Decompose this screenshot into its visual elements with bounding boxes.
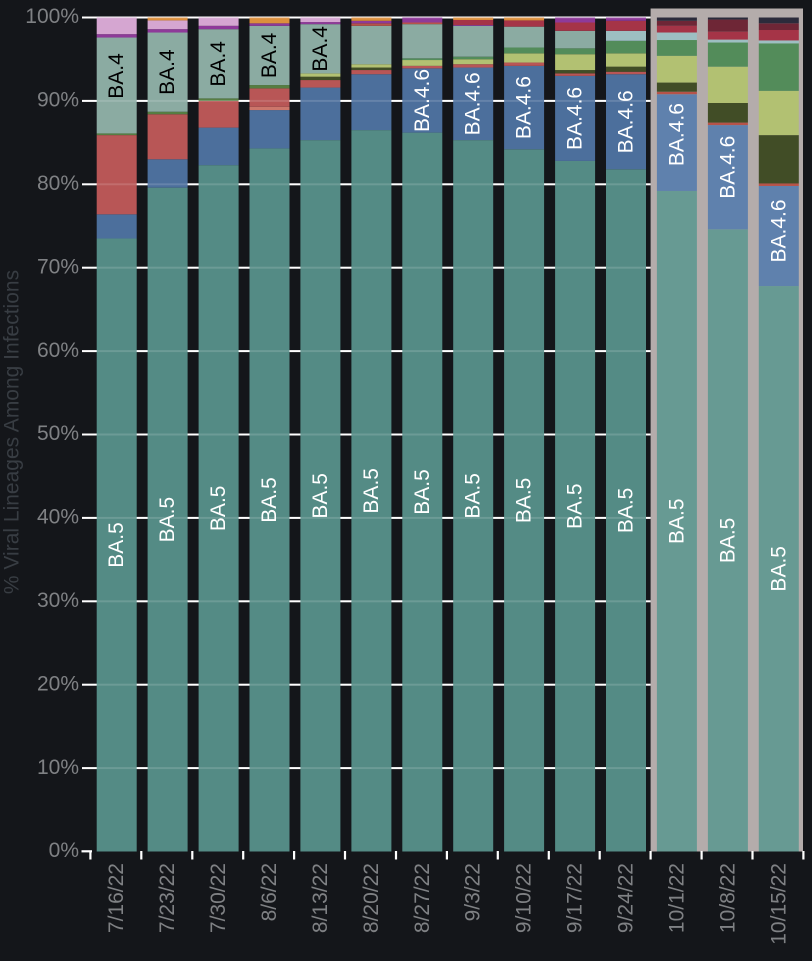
svg-text:BA.4: BA.4 bbox=[105, 53, 128, 99]
svg-text:60%: 60% bbox=[37, 339, 79, 362]
svg-text:BA.5: BA.5 bbox=[767, 546, 790, 592]
svg-text:20%: 20% bbox=[37, 672, 79, 695]
svg-text:BA.4.6: BA.4.6 bbox=[564, 87, 587, 150]
svg-text:BA.5: BA.5 bbox=[309, 473, 332, 519]
svg-text:BA.5: BA.5 bbox=[716, 518, 739, 564]
svg-text:90%: 90% bbox=[37, 89, 79, 112]
svg-text:10/15/22: 10/15/22 bbox=[767, 863, 790, 945]
svg-text:BA.5: BA.5 bbox=[105, 522, 128, 568]
svg-text:7/30/22: 7/30/22 bbox=[207, 863, 230, 933]
svg-text:% Viral Lineages Among Infecti: % Viral Lineages Among Infections bbox=[1, 270, 24, 594]
svg-text:9/17/22: 9/17/22 bbox=[564, 863, 587, 933]
svg-text:8/20/22: 8/20/22 bbox=[360, 863, 383, 933]
svg-text:9/3/22: 9/3/22 bbox=[462, 863, 485, 921]
svg-text:BA.4.6: BA.4.6 bbox=[411, 69, 434, 132]
svg-text:BA.5: BA.5 bbox=[615, 488, 638, 534]
svg-text:BA.4: BA.4 bbox=[156, 49, 179, 95]
svg-text:0%: 0% bbox=[49, 839, 79, 862]
svg-text:BA.5: BA.5 bbox=[665, 498, 688, 544]
svg-text:BA.5: BA.5 bbox=[258, 477, 281, 523]
svg-text:8/13/22: 8/13/22 bbox=[309, 863, 332, 933]
svg-text:BA.4.6: BA.4.6 bbox=[716, 136, 739, 199]
svg-text:BA.4.6: BA.4.6 bbox=[665, 103, 688, 166]
svg-text:30%: 30% bbox=[37, 589, 79, 612]
svg-text:8/6/22: 8/6/22 bbox=[258, 863, 281, 921]
svg-text:BA.5: BA.5 bbox=[360, 468, 383, 514]
svg-text:BA.4.6: BA.4.6 bbox=[767, 199, 790, 262]
svg-text:BA.5: BA.5 bbox=[564, 483, 587, 529]
svg-text:8/27/22: 8/27/22 bbox=[411, 863, 434, 933]
svg-text:40%: 40% bbox=[37, 506, 79, 529]
svg-text:9/10/22: 9/10/22 bbox=[513, 863, 536, 933]
svg-text:BA.5: BA.5 bbox=[513, 478, 536, 524]
svg-text:BA.4: BA.4 bbox=[207, 41, 230, 87]
svg-text:BA.5: BA.5 bbox=[462, 473, 485, 519]
svg-text:80%: 80% bbox=[37, 172, 79, 195]
svg-text:7/16/22: 7/16/22 bbox=[105, 863, 128, 933]
svg-text:BA.5: BA.5 bbox=[207, 486, 230, 532]
svg-text:BA.4.6: BA.4.6 bbox=[615, 90, 638, 153]
svg-text:100%: 100% bbox=[25, 5, 79, 28]
svg-text:BA.4: BA.4 bbox=[309, 26, 332, 72]
svg-text:BA.4: BA.4 bbox=[258, 32, 281, 78]
svg-text:10%: 10% bbox=[37, 756, 79, 779]
svg-text:BA.5: BA.5 bbox=[411, 469, 434, 515]
svg-text:10/8/22: 10/8/22 bbox=[716, 863, 739, 933]
svg-text:BA.5: BA.5 bbox=[156, 497, 179, 543]
svg-text:7/23/22: 7/23/22 bbox=[156, 863, 179, 933]
svg-text:70%: 70% bbox=[37, 255, 79, 278]
svg-text:10/1/22: 10/1/22 bbox=[665, 863, 688, 933]
svg-text:BA.4.6: BA.4.6 bbox=[513, 76, 536, 139]
svg-text:50%: 50% bbox=[37, 422, 79, 445]
svg-text:9/24/22: 9/24/22 bbox=[615, 863, 638, 933]
svg-text:BA.4.6: BA.4.6 bbox=[462, 72, 485, 135]
